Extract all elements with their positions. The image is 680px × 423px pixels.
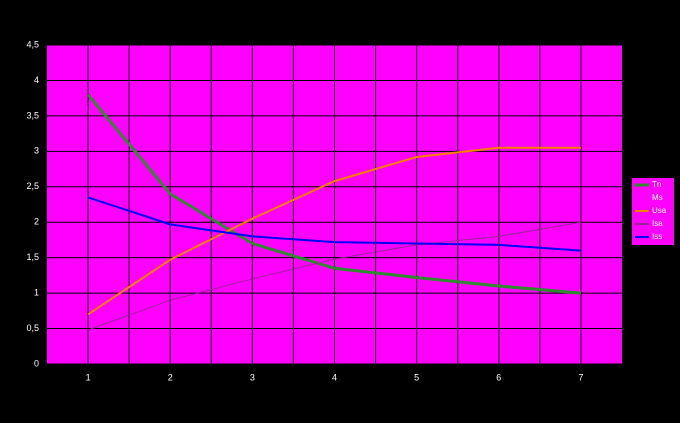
x-tick-label: 7 — [578, 372, 583, 382]
y-tick-label: 4,5 — [26, 39, 39, 49]
legend-label: Isa — [652, 219, 663, 228]
x-tick-label: 3 — [250, 372, 255, 382]
series-line — [87, 221, 582, 331]
y-tick-label: 3,5 — [26, 110, 39, 120]
x-tick-label: 1 — [86, 372, 91, 382]
y-tick-label: 1,5 — [26, 252, 39, 262]
legend-label: Usa — [652, 206, 667, 215]
x-tick-label: 4 — [332, 372, 337, 382]
y-tick-label: 2,5 — [26, 181, 39, 191]
y-tick-label: 3 — [34, 146, 39, 156]
x-tick-label: 5 — [414, 372, 419, 382]
legend-label: Iss — [652, 232, 662, 241]
x-tick-label: 2 — [168, 372, 173, 382]
x-tick-label: 6 — [496, 372, 501, 382]
legend-label: Tn — [652, 180, 661, 189]
y-tick-label: 1 — [34, 287, 39, 297]
y-tick-label: 2 — [34, 217, 39, 227]
y-tick-label: 0 — [34, 358, 39, 368]
y-tick-label: 4 — [34, 75, 39, 85]
series-line — [87, 196, 581, 252]
y-tick-label: 0,5 — [26, 323, 39, 333]
series-line — [87, 146, 581, 316]
legend-label: Ms — [652, 193, 663, 202]
series-line — [86, 93, 582, 295]
